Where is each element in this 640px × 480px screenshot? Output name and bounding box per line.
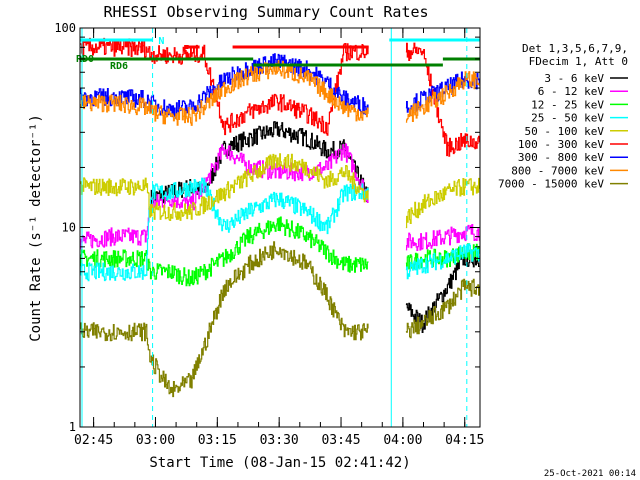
x-tick-label: 04:00 — [383, 433, 422, 448]
x-tick-label: 03:00 — [136, 433, 175, 448]
y-axis-label: Count Rate (s⁻¹ detector⁻¹) — [28, 114, 44, 342]
y-tick-label: 10 — [62, 221, 76, 235]
legend-label-12-25-kev: 12 - 25 keV — [531, 98, 604, 111]
legend-label-25-50-kev: 25 - 50 keV — [531, 112, 604, 125]
annotation-label-rd0: RD0 — [76, 54, 94, 65]
series-line-25-50-kev — [80, 177, 480, 282]
annotation-label-f: F — [183, 44, 189, 55]
annotation-label-rd6: RD6 — [110, 61, 128, 72]
legend-label-6-12-kev: 6 - 12 keV — [538, 85, 605, 98]
x-axis-label: Start Time (08-Jan-15 02:41:42) — [149, 455, 410, 471]
legend-header-line: Det 1,3,5,6,7,9, — [522, 42, 628, 55]
legend-header-line: FDecim 1, Att 0 — [529, 55, 628, 68]
series-line-7000-15000-kev — [80, 241, 480, 398]
x-tick-label: 03:30 — [260, 433, 299, 448]
x-tick-label: 02:45 — [74, 433, 113, 448]
overlay-layer: N F RD0 RD6 — [76, 28, 480, 427]
axis-layer: 1 10 100 02:45 03:00 03:15 03:30 03:45 04:00 04:1… — [54, 21, 484, 448]
chart-title: RHESSI Observing Summary Count Rates — [103, 3, 428, 21]
legend-label-300-800-kev: 300 - 800 keV — [518, 151, 604, 164]
y-tick-label: 1 — [69, 420, 76, 434]
legend: Det 1,3,5,6,7,9,FDecim 1, Att 0 3 - 6 keV… — [498, 42, 628, 191]
series-line-100-300-kev — [80, 37, 480, 157]
x-tick-label: 03:45 — [321, 433, 360, 448]
x-tick-label: 03:15 — [198, 433, 237, 448]
legend-label-50-100-kev: 50 - 100 keV — [525, 125, 605, 138]
legend-label-7000-15000-kev: 7000 - 15000 keV — [498, 178, 604, 191]
legend-label-800-7000-kev: 800 - 7000 keV — [511, 164, 604, 177]
series-line-800-7000-kev — [80, 60, 480, 126]
legend-label-100-300-kev: 100 - 300 keV — [518, 138, 604, 151]
date-stamp: 25-Oct-2021 00:14 — [544, 469, 636, 479]
legend-label-3-6-kev: 3 - 6 keV — [544, 72, 604, 85]
x-tick-label: 04:15 — [445, 433, 484, 448]
annotation-label-n: N — [158, 36, 164, 47]
y-tick-label: 100 — [54, 21, 76, 35]
